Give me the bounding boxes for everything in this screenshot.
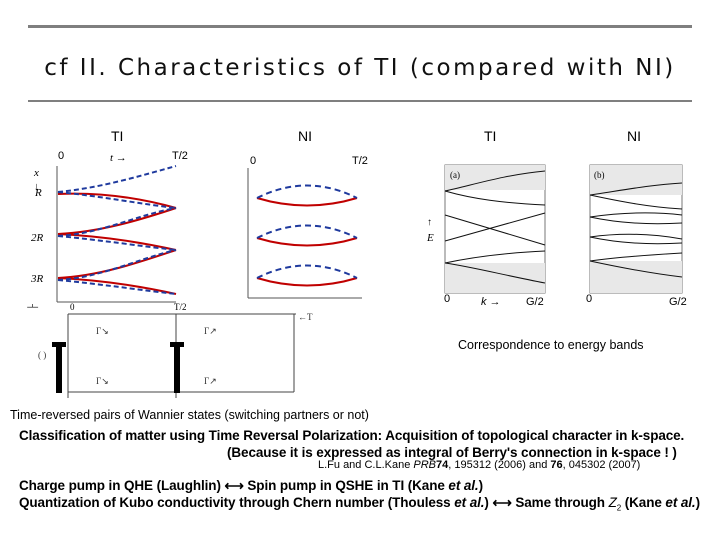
ni-band [589, 194, 683, 210]
svg-text:Γ↘: Γ↘ [96, 326, 109, 336]
reference-line: L.Fu and C.L.Kane PRB74, 195312 (2006) a… [318, 459, 640, 471]
title-underline [28, 100, 692, 102]
wannier-ni-t-start: 0 [250, 155, 257, 167]
ti-band [444, 250, 546, 264]
ni-blue-curve [256, 184, 358, 199]
wannier-ti-figure: t → x ↓ R 2R 3R [30, 152, 177, 303]
t-axis-label: t → [110, 152, 127, 164]
ti-red-curve [57, 207, 177, 235]
row-label-3r: 3R [30, 273, 44, 285]
charge-pump-line: Charge pump in QHE (Laughlin) ⟷ Spin pum… [19, 478, 483, 493]
ti-blue-curve [57, 191, 177, 209]
ni-blue-curve [256, 264, 358, 279]
svg-text:T/2: T/2 [174, 302, 187, 312]
band-ti-label: TI [484, 128, 497, 144]
wannier-pairs-caption: Time-reversed pairs of Wannier states (s… [10, 408, 369, 422]
band-ti-k-end: G/2 [526, 296, 544, 308]
wannier-ni-t-end: T/2 [352, 155, 368, 167]
ti-band [444, 262, 546, 284]
wannier-ti-t-end: T/2 [172, 150, 188, 162]
svg-text:0: 0 [70, 302, 75, 312]
top-rule [28, 25, 692, 28]
ni-band [589, 260, 683, 278]
ref-journal: PRB [413, 459, 437, 471]
ni-red-curve [256, 277, 358, 287]
band-ni-label: NI [627, 128, 641, 144]
berry-note-line: (Because it is expressed as integral of … [227, 445, 677, 460]
svg-text:Γ↗: Γ↗ [204, 326, 217, 336]
ti-red-curve [57, 249, 177, 279]
wannier-ni-figure [247, 168, 362, 299]
ti-blue-curve [57, 279, 177, 295]
row-label-r: R [34, 187, 42, 199]
slide-title: cf II. Characteristics of TI (compared w… [44, 55, 676, 81]
ref-mid: , 195312 (2006) and [448, 459, 551, 471]
ni-band [589, 252, 683, 262]
band-ni-figure: (b) [589, 164, 683, 294]
ni-band [589, 182, 683, 196]
svg-text:( ): ( ) [38, 350, 46, 360]
ni-red-curve [256, 237, 358, 247]
wannier-ti-label: TI [111, 128, 124, 144]
band-ni-k-end: G/2 [669, 296, 687, 308]
kubo-line: Quantization of Kubo conductivity throug… [19, 495, 700, 513]
ni-band [589, 212, 683, 218]
band-ti-k-start: 0 [444, 293, 451, 305]
svg-text:←T: ←T [298, 312, 313, 322]
ni-blue-curve [256, 224, 358, 239]
x-axis-label: x [33, 167, 39, 179]
ti-blue-curve [57, 235, 177, 251]
ni-band [589, 216, 683, 225]
svg-text:┤: ┤ [27, 304, 39, 310]
ref-vol1: 74 [436, 459, 449, 471]
svg-text:Γ↘: Γ↘ [96, 376, 109, 386]
ni-red-curve [256, 197, 358, 207]
classification-line: Classification of matter using Time Reve… [19, 428, 685, 443]
band-ti-tag: (a) [450, 170, 460, 180]
ti-band [444, 212, 546, 242]
x-axis-arrow-icon: ↓ [34, 181, 40, 193]
ti-band [444, 214, 546, 246]
band-ni-tag: (b) [594, 170, 605, 180]
ti-red-curve [57, 277, 177, 295]
ni-band [589, 236, 683, 245]
ti-blue-curve [57, 165, 177, 193]
band-ti-figure: (a) ↑ E [426, 164, 546, 294]
row-label-2r: 2R [31, 232, 44, 244]
band-ti-e-axis: E [426, 232, 434, 244]
svg-text:Γ↗: Γ↗ [204, 376, 217, 386]
wannier-ti-t-start: 0 [58, 150, 65, 162]
ref-end: , 045302 (2007) [562, 459, 641, 471]
wannier-pair-diagram: ┤ 0 T/2 ( ) Γ↘ Γ↗ Γ↘ Γ↗ ←T [27, 302, 313, 398]
ti-red-curve [57, 192, 177, 209]
svg-text:↑: ↑ [427, 217, 432, 228]
ti-band [444, 170, 546, 192]
ref-prefix: L.Fu and C.L.Kane [318, 459, 414, 471]
ti-band [444, 190, 546, 206]
ref-vol2: 76 [550, 459, 563, 471]
wannier-ni-label: NI [298, 128, 312, 144]
energy-bands-caption: Correspondence to energy bands [458, 338, 644, 352]
band-ti-k-axis: k → [481, 296, 501, 308]
band-ni-k-start: 0 [586, 293, 593, 305]
ni-band [589, 233, 683, 240]
ti-red-curve [57, 233, 177, 251]
